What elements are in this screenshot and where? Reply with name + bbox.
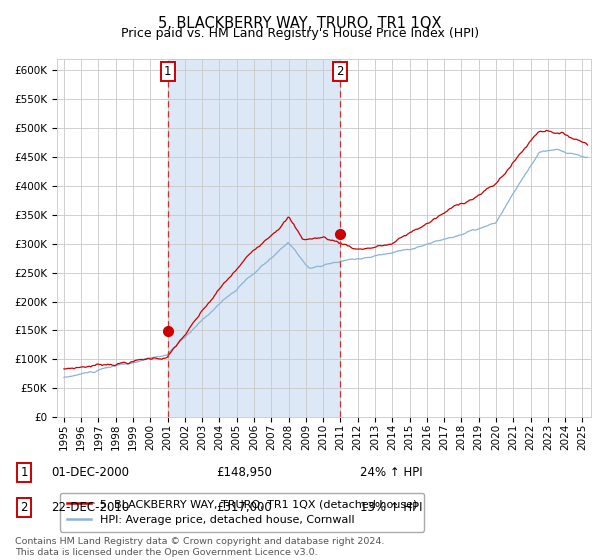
Text: Contains HM Land Registry data © Crown copyright and database right 2024.
This d: Contains HM Land Registry data © Crown c… xyxy=(15,537,385,557)
Text: 24% ↑ HPI: 24% ↑ HPI xyxy=(360,466,422,479)
Text: 13% ↑ HPI: 13% ↑ HPI xyxy=(360,501,422,514)
Legend: 5, BLACKBERRY WAY, TRURO, TR1 1QX (detached house), HPI: Average price, detached: 5, BLACKBERRY WAY, TRURO, TR1 1QX (detac… xyxy=(60,493,424,531)
Text: 01-DEC-2000: 01-DEC-2000 xyxy=(51,466,129,479)
Text: 22-DEC-2010: 22-DEC-2010 xyxy=(51,501,129,514)
Text: 2: 2 xyxy=(336,65,344,78)
Text: 1: 1 xyxy=(164,65,172,78)
Text: 2: 2 xyxy=(20,501,28,514)
Text: £148,950: £148,950 xyxy=(216,466,272,479)
Text: Price paid vs. HM Land Registry's House Price Index (HPI): Price paid vs. HM Land Registry's House … xyxy=(121,27,479,40)
Bar xyxy=(167,59,340,417)
Text: 1: 1 xyxy=(20,466,28,479)
Text: £317,000: £317,000 xyxy=(216,501,272,514)
Text: 5, BLACKBERRY WAY, TRURO, TR1 1QX: 5, BLACKBERRY WAY, TRURO, TR1 1QX xyxy=(158,16,442,31)
